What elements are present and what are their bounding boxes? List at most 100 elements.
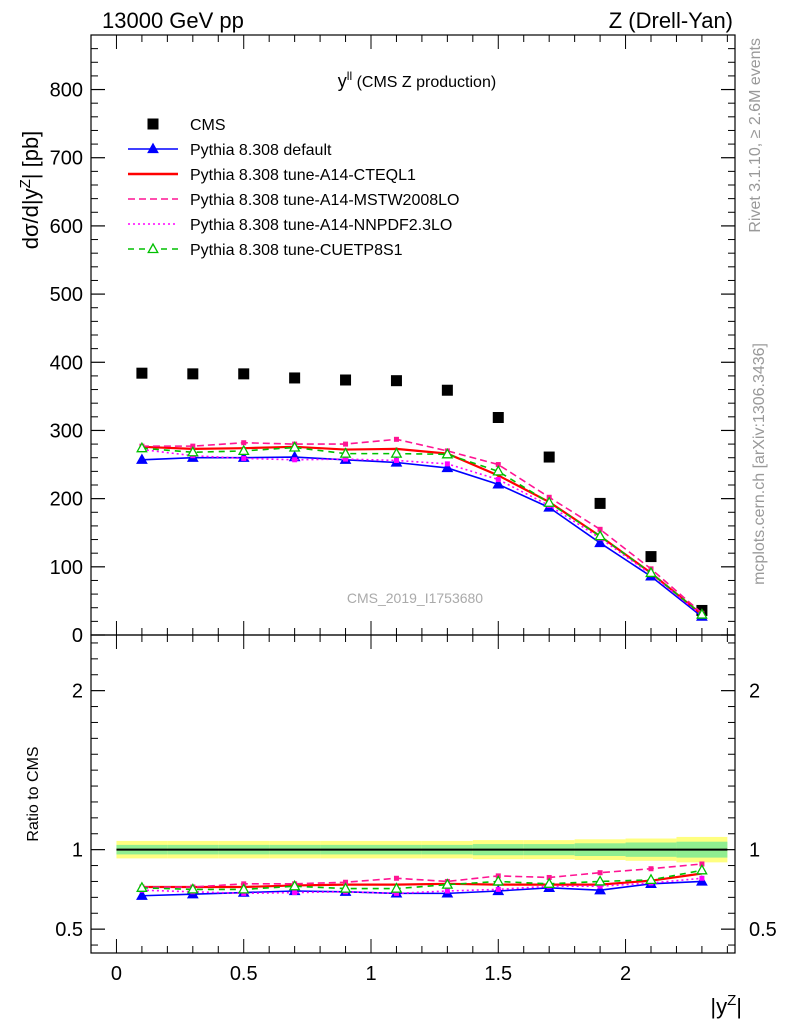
ratio-series-marker bbox=[444, 888, 450, 894]
main-series-marker bbox=[237, 444, 250, 456]
main-title-sup: ll bbox=[347, 69, 352, 83]
cms-data-point bbox=[289, 372, 301, 384]
main-series-line bbox=[141, 456, 703, 618]
ratio-series-marker bbox=[699, 861, 705, 867]
main-series-marker bbox=[186, 445, 199, 457]
main-y-label-rest: | [pb] bbox=[18, 131, 43, 180]
ratio-x-tick-label: 0.5 bbox=[230, 963, 258, 985]
main-series-marker bbox=[343, 456, 349, 462]
ratio-series-marker bbox=[441, 878, 454, 889]
main-x-ticks bbox=[115, 35, 728, 635]
ratio-series-marker bbox=[594, 875, 606, 886]
ratio-x-tick-label: 0 bbox=[111, 963, 122, 985]
ratio-series-marker bbox=[393, 875, 399, 881]
ratio-series-marker bbox=[393, 890, 399, 896]
rivet-label: Rivet 3.1.10, ≥ 2.6M events bbox=[747, 38, 764, 233]
ratio-series-marker bbox=[237, 883, 250, 894]
cms-data-point bbox=[136, 367, 148, 379]
ratio-series-line bbox=[141, 880, 702, 897]
main-series-marker bbox=[288, 441, 301, 452]
main-title-text: y bbox=[338, 71, 347, 91]
ratio-plot-frame bbox=[90, 634, 736, 954]
main-series-marker bbox=[492, 465, 505, 476]
main-y-tick-label: 500 bbox=[50, 284, 83, 306]
ratio-x-tick-label: 1.5 bbox=[484, 963, 512, 985]
cms-data-point bbox=[390, 375, 402, 387]
main-series-marker bbox=[696, 608, 708, 619]
ratio-x-tick-label: 2 bbox=[620, 963, 631, 985]
main-series-marker bbox=[136, 453, 148, 464]
ratio-series-line bbox=[141, 863, 702, 888]
main-plot-title: yll (CMS Z production) bbox=[338, 69, 496, 91]
ratio-series-marker bbox=[546, 874, 552, 880]
ratio-y-tick-label-right: 2 bbox=[749, 681, 760, 703]
main-series-line bbox=[141, 445, 703, 616]
ratio-y-tick-label-right: 0.5 bbox=[749, 919, 777, 941]
cms-data-point bbox=[492, 412, 504, 423]
main-series-marker bbox=[390, 447, 403, 458]
ratio-series-marker bbox=[597, 883, 603, 889]
legend: CMS Pythia 8.308 default Pythia 8.308 tune… bbox=[128, 117, 459, 259]
main-series-line bbox=[141, 448, 703, 616]
main-series-marker bbox=[241, 455, 247, 461]
ratio-series-marker bbox=[699, 875, 705, 881]
main-y-tick-label: 100 bbox=[50, 557, 83, 579]
legend-label: CMS bbox=[190, 117, 226, 134]
legend-label: Pythia 8.308 default bbox=[190, 142, 332, 159]
ratio-series-marker bbox=[543, 877, 556, 888]
main-series-marker bbox=[441, 461, 454, 473]
main-y-tick-label: 800 bbox=[50, 80, 83, 102]
site-label: mcplots.cern.ch [arXiv:1306.3436] bbox=[751, 343, 768, 585]
ratio-y-tick-label: 2 bbox=[72, 681, 83, 703]
legend-marker bbox=[147, 242, 159, 254]
main-series-marker bbox=[343, 441, 349, 447]
ratio-series-line bbox=[141, 877, 702, 895]
main-y-label-sup: Z bbox=[17, 179, 34, 188]
ratio-series-marker bbox=[492, 875, 505, 886]
main-series-marker bbox=[339, 447, 352, 458]
ratio-series-group bbox=[136, 861, 708, 900]
cms-data-point bbox=[645, 551, 657, 563]
main-series-marker bbox=[543, 496, 556, 507]
main-title-rest: (CMS Z production) bbox=[352, 74, 496, 91]
main-series-marker bbox=[594, 536, 606, 548]
ratio-series-marker bbox=[186, 883, 199, 894]
main-series-marker bbox=[495, 462, 501, 468]
main-series-line bbox=[141, 438, 703, 614]
ratio-x-tick-label: 1 bbox=[365, 963, 376, 985]
main-plot-frame bbox=[90, 34, 736, 636]
main-series-marker bbox=[645, 566, 657, 578]
watermark: CMS_2019_I1753680 bbox=[347, 590, 483, 606]
main-series-group bbox=[136, 367, 708, 621]
legend-marker bbox=[147, 142, 159, 154]
ratio-series-line bbox=[141, 872, 703, 889]
header-right: Z (Drell-Yan) bbox=[609, 8, 733, 33]
main-series-marker bbox=[444, 461, 450, 467]
legend-label: Pythia 8.308 tune-CUETP8S1 bbox=[190, 242, 403, 259]
main-series-marker bbox=[597, 526, 603, 532]
ratio-y-tick-label: 1 bbox=[72, 840, 83, 862]
ratio-series-marker bbox=[648, 866, 654, 872]
ratio-series-marker bbox=[594, 883, 606, 895]
main-series-marker bbox=[393, 457, 399, 463]
ratio-y-axis: 0.5 0.5 1 1 2 2 bbox=[55, 642, 777, 946]
ratio-series-marker bbox=[696, 863, 708, 875]
ratio-series-marker bbox=[136, 881, 148, 892]
main-series-marker bbox=[241, 440, 247, 446]
cms-data-point bbox=[238, 368, 250, 380]
main-y-tick-label: 200 bbox=[50, 489, 83, 511]
main-y-tick-label: 600 bbox=[50, 216, 83, 238]
main-series-marker bbox=[393, 436, 399, 442]
ratio-series-marker bbox=[390, 882, 403, 893]
ratio-series-marker bbox=[288, 879, 301, 891]
ratio-y-axis-label: Ratio to CMS bbox=[25, 746, 42, 841]
cms-data-point bbox=[340, 374, 352, 386]
ratio-series-line bbox=[141, 869, 703, 891]
legend-label: Pythia 8.308 tune-A14-NNPDF2.3LO bbox=[190, 217, 452, 234]
main-series-marker bbox=[441, 447, 454, 459]
ratio-series-marker bbox=[597, 870, 603, 876]
main-series-marker bbox=[292, 457, 298, 463]
main-y-tick-label: 400 bbox=[50, 352, 83, 374]
